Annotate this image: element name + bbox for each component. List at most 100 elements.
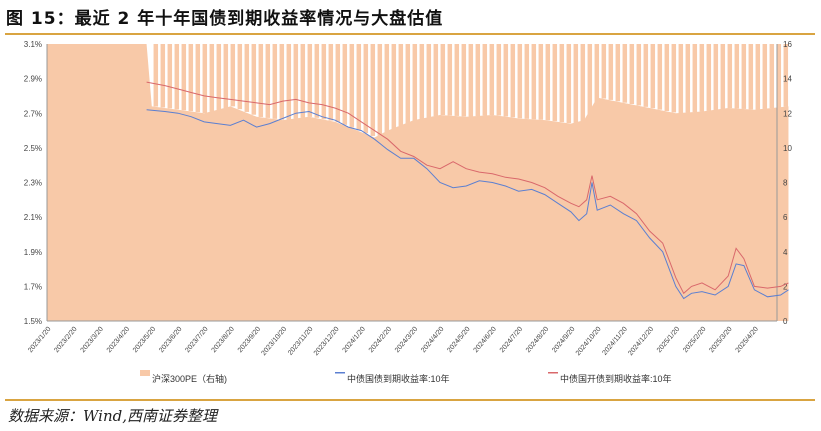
- pe-gap-stripe: [174, 44, 180, 110]
- pe-gap-stripe: [510, 44, 516, 118]
- left-tick-label: 2.5%: [24, 144, 42, 153]
- pe-gap-stripe: [279, 44, 285, 120]
- left-tick-label: 3.1%: [24, 40, 42, 49]
- x-tick-label: 2023/12/20: [313, 326, 341, 357]
- pe-gap-stripe: [461, 44, 467, 117]
- left-tick-label: 2.7%: [24, 109, 42, 118]
- bottom-rule: [5, 399, 815, 401]
- pe-gap-stripe: [692, 44, 698, 113]
- x-tick-label: 2024/5/20: [446, 326, 471, 354]
- pe-gap-stripe: [377, 44, 383, 136]
- x-tick-label: 2024/7/20: [499, 326, 524, 354]
- pe-gap-stripe: [258, 44, 264, 117]
- x-tick-label: 2023/4/20: [106, 326, 131, 354]
- pe-gap-stripe: [524, 44, 530, 119]
- x-tick-label: 2023/10/20: [260, 326, 288, 357]
- right-tick-label: 10: [783, 144, 792, 153]
- pe-gap-stripe: [727, 44, 733, 109]
- pe-gap-stripe: [566, 44, 572, 124]
- pe-gap-stripe: [153, 44, 159, 107]
- right-tick-label: 12: [783, 109, 792, 118]
- pe-gap-stripe: [545, 44, 551, 121]
- pe-gap-stripe: [454, 44, 460, 116]
- pe-gap-stripe: [223, 44, 229, 109]
- pe-gap-stripe: [244, 44, 250, 112]
- pe-gap-stripe: [734, 44, 740, 109]
- pe-gap-stripe: [699, 44, 705, 112]
- right-tick-label: 14: [783, 75, 792, 84]
- pe-gap-stripe: [559, 44, 565, 123]
- left-tick-label: 2.9%: [24, 75, 42, 84]
- yield-pe-chart: 1.5% 1.7% 1.9% 2.1% 2.3% 2.5% 2.7% 2.9% 3.1% 0 2 4 6…: [24, 40, 793, 384]
- x-tick-label: 2023/9/20: [237, 326, 262, 354]
- pe-gap-stripe: [643, 44, 649, 107]
- pe-gap-stripe: [398, 44, 404, 127]
- legend-label: 中债国开债到期收益率:10年: [560, 373, 672, 384]
- pe-gap-stripe: [594, 44, 600, 103]
- pe-gap-stripe: [531, 44, 537, 120]
- top-rule: [5, 33, 815, 35]
- left-tick-label: 1.9%: [24, 248, 42, 257]
- legend-swatch: [335, 372, 345, 374]
- pe-gap-stripe: [475, 44, 481, 117]
- pe-gap-stripe: [650, 44, 656, 109]
- source-note: 数据来源：Wind,西南证券整理: [8, 407, 217, 425]
- pe-gap-stripe: [678, 44, 684, 114]
- pe-gap-stripe: [216, 44, 222, 110]
- x-tick-label: 2023/11/20: [287, 326, 315, 357]
- pe-gap-stripe: [622, 44, 628, 103]
- x-tick-label: 2024/6/20: [473, 326, 498, 354]
- x-tick-label: 2023/7/20: [184, 326, 209, 354]
- legend-swatch: [140, 370, 150, 376]
- right-tick-label: 16: [783, 40, 792, 49]
- x-tick-label: 2025/3/20: [708, 326, 733, 354]
- x-tick-label: 2024/12/20: [627, 326, 655, 357]
- pe-gap-stripe: [552, 44, 558, 122]
- pe-gap-stripe: [328, 44, 334, 121]
- pe-gap-stripe: [538, 44, 544, 120]
- pe-gap-stripe: [433, 44, 439, 117]
- pe-gap-stripe: [783, 44, 789, 107]
- x-tick-label: 2023/2/20: [53, 326, 78, 354]
- x-tick-label: 2024/3/20: [394, 326, 419, 354]
- pe-gap-stripe: [517, 44, 523, 119]
- pe-gap-stripe: [384, 44, 390, 133]
- pe-gap-stripe: [706, 44, 712, 111]
- pe-gap-stripe: [419, 44, 425, 120]
- pe-gap-stripe: [356, 44, 362, 131]
- left-tick-label: 1.7%: [24, 282, 42, 291]
- pe-gap-stripe: [342, 44, 348, 125]
- pe-gap-stripe: [405, 44, 411, 124]
- pe-gap-stripe: [629, 44, 635, 105]
- pe-gap-stripe: [447, 44, 453, 116]
- pe-gap-stripe: [167, 44, 173, 109]
- figure-title: 图 15：最近 2 年十年国债到期收益率情况与大盘估值: [6, 9, 444, 29]
- right-tick-label: 0: [783, 317, 788, 326]
- pe-gap-stripe: [160, 44, 166, 108]
- pe-gap-stripe: [300, 44, 306, 118]
- pe-gap-stripe: [188, 44, 194, 112]
- pe-gap-stripe: [769, 44, 775, 109]
- x-tick-label: 2025/2/20: [682, 326, 707, 354]
- x-tick-label: 2024/9/20: [551, 326, 576, 354]
- pe-gap-stripe: [412, 44, 418, 121]
- pe-gap-stripe: [748, 44, 754, 110]
- x-tick-label: 2024/2/20: [368, 326, 393, 354]
- pe-gap-stripe: [181, 44, 187, 111]
- govt-yield-line: [146, 109, 789, 300]
- right-tick-label: 4: [783, 248, 788, 257]
- pe-gap-stripe: [349, 44, 355, 128]
- cdb-yield-line: [146, 81, 789, 295]
- pe-gap-stripe: [664, 44, 670, 112]
- pe-gap-stripe: [195, 44, 201, 113]
- x-tick-label: 2025/4/20: [735, 326, 760, 354]
- left-tick-label: 2.3%: [24, 179, 42, 188]
- pe-gap-stripe: [741, 44, 747, 109]
- x-tick-label: 2024/8/20: [525, 326, 550, 354]
- pe-gap-stripe: [237, 44, 243, 110]
- pe-gap-stripe: [251, 44, 257, 115]
- pe-gap-stripe: [657, 44, 663, 110]
- pe-gap-stripe: [608, 44, 614, 100]
- pe-gap-stripe: [440, 44, 446, 116]
- pe-gap-stripe: [720, 44, 726, 110]
